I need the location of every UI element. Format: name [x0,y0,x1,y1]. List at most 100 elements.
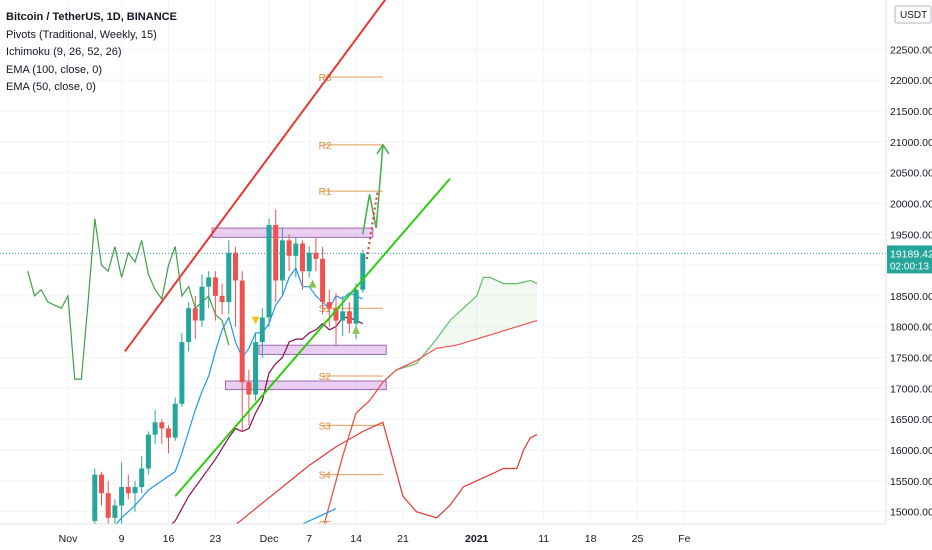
candle-body [333,308,339,321]
candle-body [145,434,151,469]
candle-body [199,286,205,321]
time-tick-label: 7 [306,533,312,545]
indicator-ema50[interactable]: EMA (50, close, 0) [6,81,96,93]
pivot-label: S4 [319,471,332,482]
price-tick-label: 17500.00 [890,353,932,365]
candle-body [159,422,165,429]
resistance_line [124,0,387,352]
candle-body [279,240,285,281]
price-tick-label: 20500.00 [890,168,932,180]
candle-body [206,277,212,287]
candle-body [219,295,225,303]
time-tick-label: Dec [260,533,279,545]
markers [251,279,361,334]
current-price-label: 19189.42 [890,248,932,260]
candle-body [353,289,359,324]
candle-body [186,308,192,343]
currency-label: USDT [900,10,927,21]
candle-body [226,252,232,303]
line-tenkan [107,266,364,534]
time-tick-label: 2021 [465,533,489,545]
time-tick-label: 23 [210,533,222,545]
price-tick-label: 15500.00 [890,476,932,488]
time-tick-label: Nov [59,533,78,545]
indicator-ema100[interactable]: EMA (100, close, 0) [6,63,102,76]
pivot-label: S1 [319,304,332,315]
drawings [124,0,451,497]
indicator-lines [0,218,886,534]
line-ema50 [302,508,337,525]
candle-body [340,311,346,321]
price-axis[interactable]: 15000.00 15500.00 16000.00 16500.00 17000.00… [885,0,932,550]
candle-body [233,252,238,281]
time-tick-label: 9 [119,533,125,545]
candle-body [259,317,265,343]
line-kijun [161,316,364,534]
candles [92,209,366,531]
grid [0,0,886,524]
candle-body [112,505,118,518]
candle-body [99,474,104,494]
support-resistance-zone [211,227,374,238]
time-tick-label: 25 [632,533,644,545]
candle-body [286,240,292,256]
pivot-label: S2 [319,372,332,383]
symbol-title[interactable]: Bitcoin / TetherUS, 1D, BINANCE [6,11,177,23]
price-tick-label: 16000.00 [890,445,932,457]
projection-path [362,144,384,235]
price-tick-label: 18500.00 [890,291,932,303]
pivot-label: R3 [319,73,332,84]
price-tick-label: 20000.00 [890,198,932,210]
candle-body [273,225,279,281]
time-tick-label: 18 [585,533,597,545]
price-tick-label: 18000.00 [890,322,932,334]
indicator-pivots[interactable]: Pivots (Traditional, Weekly, 15) [6,28,157,41]
time-tick-label: 11 [538,533,549,545]
pivot-label: R1 [319,187,332,198]
support-resistance-zone [224,380,387,391]
price-tick-label: 19500.00 [890,229,932,241]
candle-body [360,253,366,290]
ichimoku-cloud [322,277,537,531]
line-cloudB [322,320,538,531]
time-tick-label: Fe [678,533,690,545]
candle-body [179,342,185,404]
support-resistance-zone [258,344,387,355]
candle-body [266,225,272,318]
time-tick-label: 14 [350,533,362,545]
candle-body [253,342,259,395]
time-tick-label: 21 [397,533,409,545]
candle-body [293,243,299,256]
countdown-label: 02:00:13 [890,261,929,272]
candle-body [139,468,145,488]
price-tick-label: 22500.00 [890,44,932,56]
current-price-badge [887,245,932,274]
candle-body [92,474,98,521]
price-tick-label: 21500.00 [890,106,932,118]
candle-body [132,487,138,494]
time-axis[interactable]: Nov 9 16 23 Dec 7 14 21 2021 11 18 25 Fe [0,523,932,550]
time-tick-label: 16 [163,533,175,545]
candle-body [246,382,252,395]
price-tick-label: 15000.00 [890,507,932,519]
chart-legend: Bitcoin / TetherUS, 1D, BINANCE Pivots (… [6,9,177,97]
projection-arrowhead [376,143,390,155]
candle-body [313,252,319,259]
dotted-path [365,190,379,260]
candle-body [166,428,171,438]
indicator-ichimoku[interactable]: Ichimoku (9, 26, 52, 26) [6,46,122,58]
price-tick-label: 16500.00 [890,414,932,426]
price-tick-label: 17000.00 [890,383,932,395]
candle-body [320,258,326,303]
price-tick-label: 22000.00 [890,75,932,87]
candle-body [152,422,158,435]
signal-marker-up [308,279,317,288]
cloud-fill [322,277,537,531]
candle-body [306,252,312,272]
pivot-label: S3 [319,421,332,432]
candle-body [105,493,111,518]
candle-body [346,311,352,324]
candle-body [239,280,245,383]
currency-button [894,5,932,24]
